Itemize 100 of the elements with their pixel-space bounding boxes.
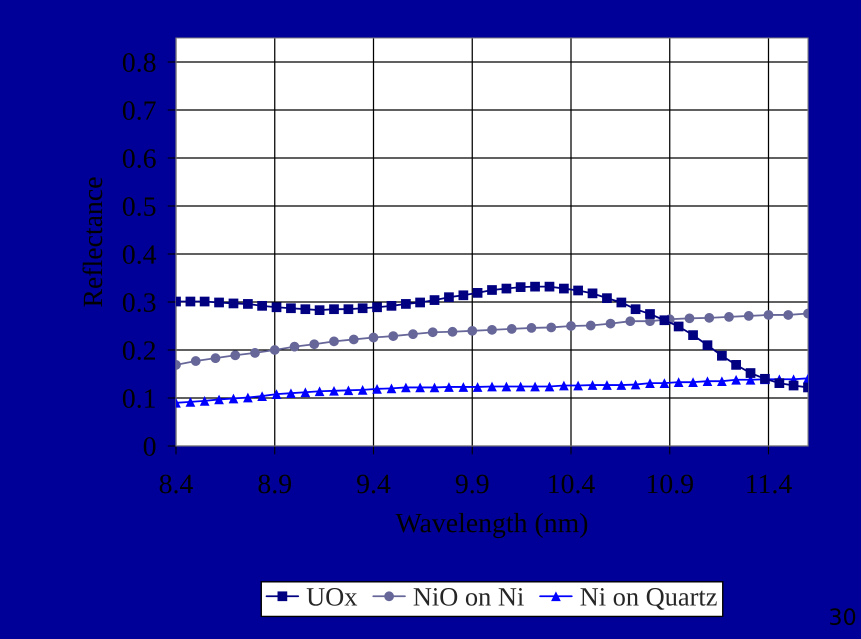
point: [200, 296, 210, 306]
point: [788, 380, 798, 390]
point: [388, 331, 398, 341]
point: [566, 321, 576, 331]
point: [602, 293, 612, 304]
point: [746, 368, 756, 378]
point: [415, 382, 425, 392]
point: [329, 336, 339, 346]
point: [764, 310, 774, 320]
y-tick-label: 0.2: [122, 341, 156, 360]
point: [704, 312, 714, 323]
point: [530, 382, 540, 392]
point: [660, 378, 670, 388]
point: [744, 311, 754, 321]
x-tick-label: 9.9: [456, 474, 488, 494]
point: [210, 353, 220, 364]
point: [645, 309, 655, 319]
point: [415, 298, 425, 308]
point: [502, 382, 512, 392]
point: [472, 382, 482, 392]
point: [588, 288, 598, 298]
point: [559, 380, 569, 390]
point: [228, 394, 238, 404]
point: [546, 322, 556, 332]
point: [344, 385, 354, 396]
point: [401, 299, 411, 309]
point: [645, 378, 655, 388]
y-tick-label: 0.1: [122, 389, 155, 408]
point: [272, 302, 282, 312]
point: [458, 382, 468, 392]
point: [544, 382, 554, 392]
y-tick-label: 0.7: [122, 101, 156, 120]
point: [502, 284, 512, 294]
point: [724, 312, 734, 322]
point: [731, 374, 741, 385]
point: [186, 396, 196, 407]
point: [717, 376, 727, 386]
point: [717, 350, 727, 361]
point: [430, 382, 440, 392]
point: [408, 329, 418, 340]
point: [444, 382, 454, 392]
point: [228, 298, 238, 308]
point: [530, 282, 540, 292]
point: [270, 345, 280, 355]
point: [516, 382, 526, 392]
point: [606, 318, 616, 328]
x-tick-label: 10.9: [648, 474, 693, 494]
point: [586, 320, 596, 330]
point: [286, 303, 296, 314]
point: [329, 386, 339, 396]
point: [588, 380, 598, 390]
point: [300, 304, 310, 314]
point: [573, 380, 583, 390]
point: [214, 298, 224, 308]
point: [329, 304, 339, 314]
point: [428, 327, 438, 338]
point: [243, 299, 253, 309]
legend-label: UOx: [306, 588, 358, 606]
point: [688, 377, 698, 388]
point: [458, 290, 468, 300]
legend-label: NiO on Ni: [414, 588, 524, 606]
point: [448, 326, 458, 337]
point: [214, 394, 224, 404]
point: [688, 330, 698, 340]
point: [401, 382, 411, 392]
point: [300, 387, 310, 398]
point: [358, 303, 368, 314]
point: [616, 298, 626, 308]
point: [314, 305, 324, 316]
point: [544, 282, 554, 292]
point: [487, 382, 497, 392]
text: 30: [830, 608, 856, 626]
x-tick-label: 8.4: [160, 474, 193, 494]
point: [616, 380, 626, 390]
point: [314, 386, 324, 396]
point: [674, 377, 684, 388]
point: [702, 376, 712, 386]
point: [290, 342, 300, 352]
point: [358, 384, 368, 395]
point: [731, 360, 741, 370]
point: [684, 313, 694, 324]
point: [625, 316, 636, 326]
point: [630, 380, 640, 390]
point: [230, 350, 240, 360]
point: [430, 295, 440, 305]
point: [250, 348, 260, 358]
x-tick-label: 9.4: [357, 474, 390, 494]
point: [348, 334, 359, 344]
point: [272, 389, 282, 400]
point: [487, 324, 497, 335]
point: [372, 384, 382, 394]
y-tick-label: 0.5: [122, 197, 156, 216]
point: [257, 391, 267, 401]
point: [783, 310, 794, 320]
x-tick-label: 8.9: [258, 474, 291, 494]
point: [702, 340, 712, 350]
point: [516, 282, 526, 292]
point: [368, 332, 378, 342]
point: [386, 300, 396, 311]
x-tick-label: 10.4: [549, 474, 595, 494]
